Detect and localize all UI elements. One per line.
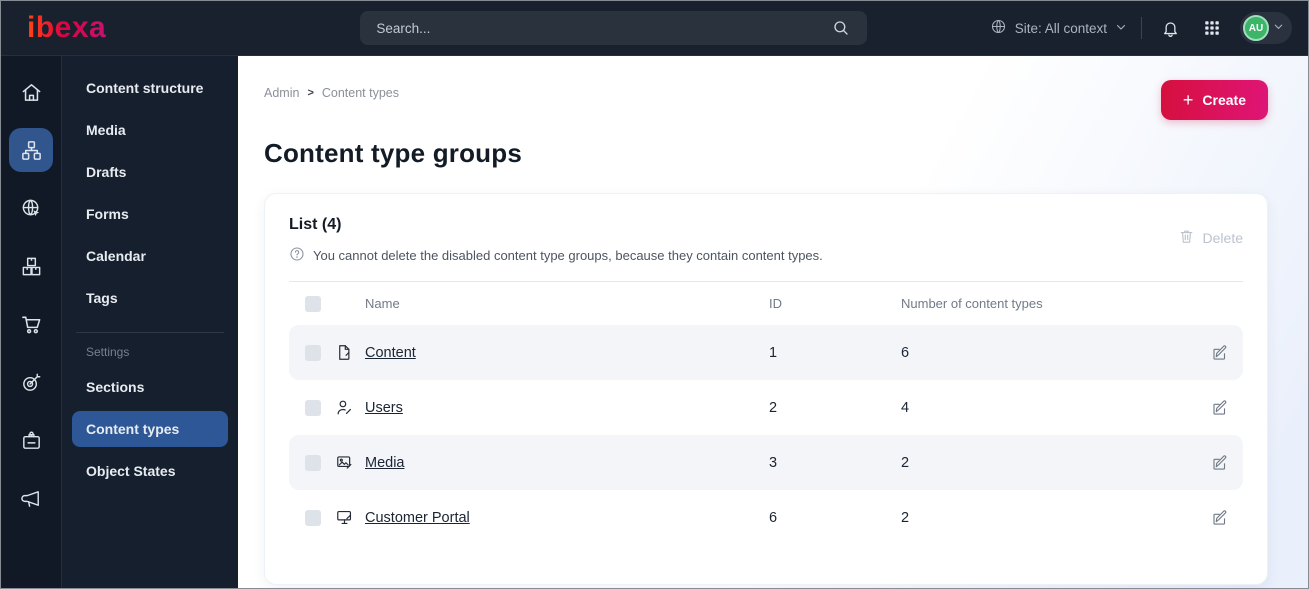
column-header-id: ID	[769, 296, 782, 311]
sidebar-item-content-structure[interactable]: Content structure	[86, 80, 204, 96]
apps-grid-icon[interactable]	[1198, 14, 1226, 42]
info-text: You cannot delete the disabled content t…	[313, 248, 823, 263]
marketing-megaphone-icon[interactable]	[9, 476, 53, 520]
sidebar-item-forms[interactable]: Forms	[86, 206, 129, 222]
sidebar-item-drafts[interactable]: Drafts	[86, 164, 127, 180]
search-icon[interactable]	[827, 14, 855, 42]
bell-icon[interactable]	[1156, 14, 1184, 42]
sidebar-item-tags[interactable]: Tags	[86, 290, 118, 306]
group-link-users[interactable]: Users	[365, 399, 403, 416]
monitor-edit-icon	[335, 508, 365, 527]
menu-divider	[76, 332, 224, 333]
personalization-target-icon[interactable]	[9, 360, 53, 404]
logo-area: ibexa	[1, 13, 238, 43]
row-checkbox[interactable]	[305, 509, 321, 526]
sidebar-item-object-states[interactable]: Object States	[86, 463, 176, 479]
globe-icon	[990, 18, 1007, 38]
side-menu: Content structure Media Drafts Forms Cal…	[61, 56, 238, 588]
content-type-groups-table: Name ID Number of content types	[289, 281, 1243, 545]
group-id: 3	[769, 454, 778, 471]
icon-rail	[1, 56, 61, 588]
site-context-label: Site: All context	[1014, 20, 1107, 36]
ibexa-logo[interactable]: ibexa	[27, 11, 107, 44]
product-catalog-icon[interactable]	[9, 244, 53, 288]
table-header-row: Name ID Number of content types	[289, 281, 1243, 325]
info-row: You cannot delete the disabled content t…	[289, 246, 823, 265]
create-button-label: Create	[1202, 92, 1246, 108]
content-tree-icon[interactable]	[9, 128, 53, 172]
group-count: 2	[901, 454, 910, 471]
breadcrumb-separator-icon: >	[307, 87, 314, 99]
group-id: 1	[769, 344, 778, 361]
table-row: Users 2 4	[289, 380, 1243, 435]
edit-button[interactable]	[1197, 399, 1243, 417]
image-edit-icon	[335, 453, 365, 472]
sidebar-item-sections[interactable]: Sections	[86, 379, 145, 395]
page-title: Content type groups	[264, 138, 523, 168]
sidebar-item-calendar[interactable]: Calendar	[86, 248, 146, 264]
delete-button[interactable]: Delete	[1178, 216, 1243, 248]
user-menu[interactable]: AU	[1240, 12, 1292, 44]
edit-button[interactable]	[1197, 509, 1243, 527]
column-header-count: Number of content types	[901, 296, 1043, 311]
topbar-right: Site: All context AU	[990, 12, 1308, 44]
site-globe-icon[interactable]	[9, 186, 53, 230]
search-input[interactable]	[376, 20, 828, 36]
group-count: 6	[901, 344, 910, 361]
chevron-down-icon	[1273, 19, 1284, 37]
sidebar-item-content-types[interactable]: Content types	[72, 411, 228, 447]
top-bar: ibexa Site: All context	[1, 1, 1308, 56]
row-checkbox[interactable]	[305, 344, 321, 361]
topbar-divider	[1141, 17, 1142, 39]
select-all-checkbox[interactable]	[305, 295, 321, 312]
chevron-down-icon	[1115, 21, 1127, 36]
help-circle-icon	[289, 246, 305, 265]
row-checkbox[interactable]	[305, 454, 321, 471]
home-icon[interactable]	[9, 70, 53, 114]
topbar-center	[238, 11, 990, 45]
file-edit-icon	[335, 343, 365, 362]
breadcrumb: Admin > Content types	[264, 80, 399, 100]
main-content: Admin > Content types + Create Content t…	[238, 56, 1308, 588]
column-header-name: Name	[365, 296, 400, 311]
site-context-selector[interactable]: Site: All context	[990, 18, 1127, 38]
table-row: Content 1 6	[289, 325, 1243, 380]
breadcrumb-content-types: Content types	[321, 86, 400, 100]
group-id: 2	[769, 399, 778, 416]
avatar: AU	[1243, 15, 1269, 41]
settings-section-label: Settings	[86, 345, 130, 359]
delete-button-label: Delete	[1202, 230, 1243, 246]
table-row: Media 3 2	[289, 435, 1243, 490]
edit-button[interactable]	[1197, 454, 1243, 472]
group-count: 2	[901, 509, 910, 526]
group-link-media[interactable]: Media	[365, 454, 405, 471]
admin-badge-icon[interactable]	[9, 418, 53, 462]
app-body: Content structure Media Drafts Forms Cal…	[1, 56, 1308, 588]
group-count: 4	[901, 399, 910, 416]
breadcrumb-admin[interactable]: Admin	[264, 86, 300, 100]
edit-button[interactable]	[1197, 344, 1243, 362]
group-link-content[interactable]: Content	[365, 344, 416, 361]
user-edit-icon	[335, 398, 365, 417]
group-link-customer-portal[interactable]: Customer Portal	[365, 509, 470, 526]
plus-icon: +	[1182, 90, 1194, 110]
commerce-cart-icon[interactable]	[9, 302, 53, 346]
list-heading: List (4)	[289, 216, 342, 233]
row-checkbox[interactable]	[305, 399, 321, 416]
sidebar-item-media[interactable]: Media	[86, 122, 126, 138]
content-type-groups-card: List (4) You cannot delete the disabled …	[264, 193, 1268, 585]
global-search[interactable]	[360, 11, 868, 45]
group-id: 6	[769, 509, 778, 526]
trash-icon	[1178, 228, 1195, 248]
create-button[interactable]: + Create	[1160, 80, 1268, 120]
table-row: Customer Portal 6 2	[289, 490, 1243, 545]
